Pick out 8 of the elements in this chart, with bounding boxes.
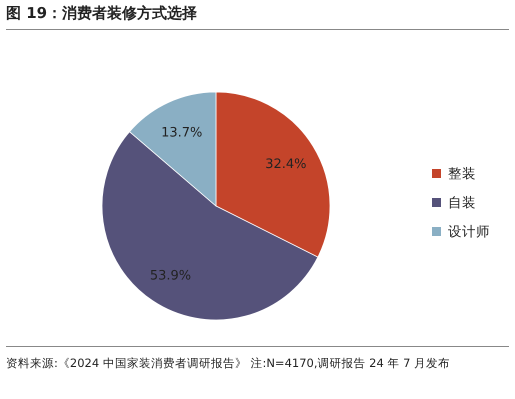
data-label: 53.9% xyxy=(150,268,192,284)
data-label: 32.4% xyxy=(265,156,307,172)
legend-label: 设计师 xyxy=(448,224,490,240)
text: 资料来源:《2024 中国家装消费者调研报告》 注:N=4170,调研报告 24 年 7 月发布 xyxy=(6,355,452,372)
legend-label: 自装 xyxy=(448,195,476,211)
data-label: 13.7% xyxy=(161,125,202,140)
legend-label: 整装 xyxy=(448,166,476,182)
chart-title: 图 19：消费者装修方式选择 xyxy=(6,4,509,30)
